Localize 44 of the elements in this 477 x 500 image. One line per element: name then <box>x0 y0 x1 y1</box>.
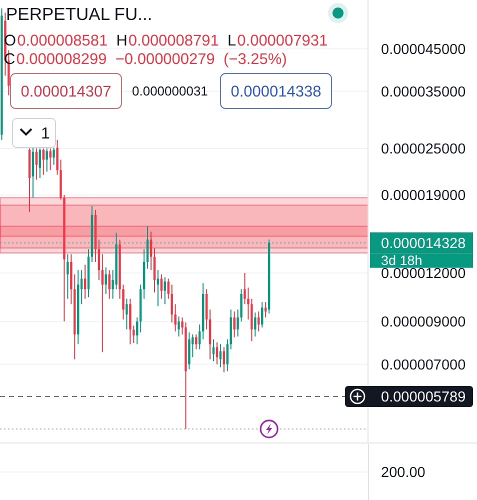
chart-title: PERPETUAL FU... <box>6 4 152 24</box>
candlestick <box>101 254 104 353</box>
candlestick <box>219 344 222 368</box>
candlestick <box>195 334 198 350</box>
candlestick <box>66 254 69 300</box>
y-tick-label: 0.000007000 <box>381 357 466 374</box>
candlestick <box>150 231 152 271</box>
y-tick-label: 0.000019000 <box>381 188 466 204</box>
candlestick <box>222 346 226 373</box>
candlestick <box>233 310 236 338</box>
y-tick-label: 0.000012000 <box>381 266 466 282</box>
candlestick <box>52 147 55 166</box>
candlestick <box>261 302 264 328</box>
candlestick <box>146 226 149 270</box>
candlestick <box>126 298 128 330</box>
y-tick-label: 0.000045000 <box>381 42 466 58</box>
candlestick <box>35 148 38 180</box>
candlestick <box>216 342 218 365</box>
candlestick <box>46 148 48 172</box>
annotation: 0.000014338 <box>230 83 322 100</box>
candlestick <box>178 316 180 337</box>
annotation: 0.000014307 <box>20 83 112 100</box>
annotation: 1 <box>41 126 50 143</box>
candlestick <box>226 338 228 372</box>
candlestick <box>136 316 138 345</box>
candlestick <box>98 239 100 281</box>
candlestick <box>160 274 163 300</box>
annotation: 0.000000031 <box>132 84 208 99</box>
ref-line-label: 0.000005789 <box>381 390 466 406</box>
text: 200.00 <box>381 465 426 482</box>
text: 3d 18h <box>381 253 422 268</box>
y-tick-label: 0.000035000 <box>381 84 466 100</box>
candlestick <box>254 312 256 337</box>
candlestick <box>84 264 86 300</box>
candlestick <box>156 270 160 307</box>
candlestick <box>49 148 52 171</box>
candlestick <box>212 338 215 362</box>
y-tick-label: 0.000025000 <box>381 142 466 158</box>
candlestick <box>264 302 267 318</box>
ref-line-label: 0.000014328 <box>381 236 466 252</box>
candlestick <box>38 148 42 178</box>
candlestick <box>164 276 166 305</box>
y-tick-label: 0.000009000 <box>381 314 466 331</box>
candlestick <box>153 247 156 293</box>
